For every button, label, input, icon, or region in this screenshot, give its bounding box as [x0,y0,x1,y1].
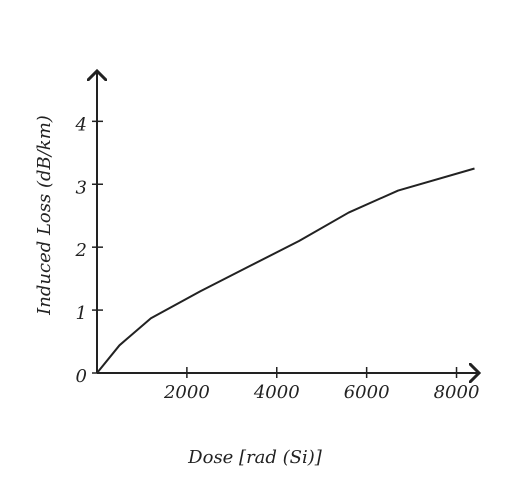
data-line [97,169,475,373]
x-axis-label: Dose [rad (Si)] [187,447,323,468]
x-tick-label: 4000 [253,382,300,403]
y-tick-label: 1 [76,303,87,324]
x-tick-label: 2000 [163,382,210,403]
y-tick-label: 3 [76,177,87,198]
y-tick-label: 0 [76,366,87,387]
y-tick-label: 2 [75,240,87,261]
y-tick-label: 4 [75,114,87,135]
chart: Dose [rad (Si)] Induced Loss (dB/km) 0 1 2… [0,0,507,485]
y-axis-label: Induced Loss (dB/km) [34,115,55,316]
x-tick-label: 6000 [344,382,390,403]
x-tick-label: 8000 [434,382,480,403]
